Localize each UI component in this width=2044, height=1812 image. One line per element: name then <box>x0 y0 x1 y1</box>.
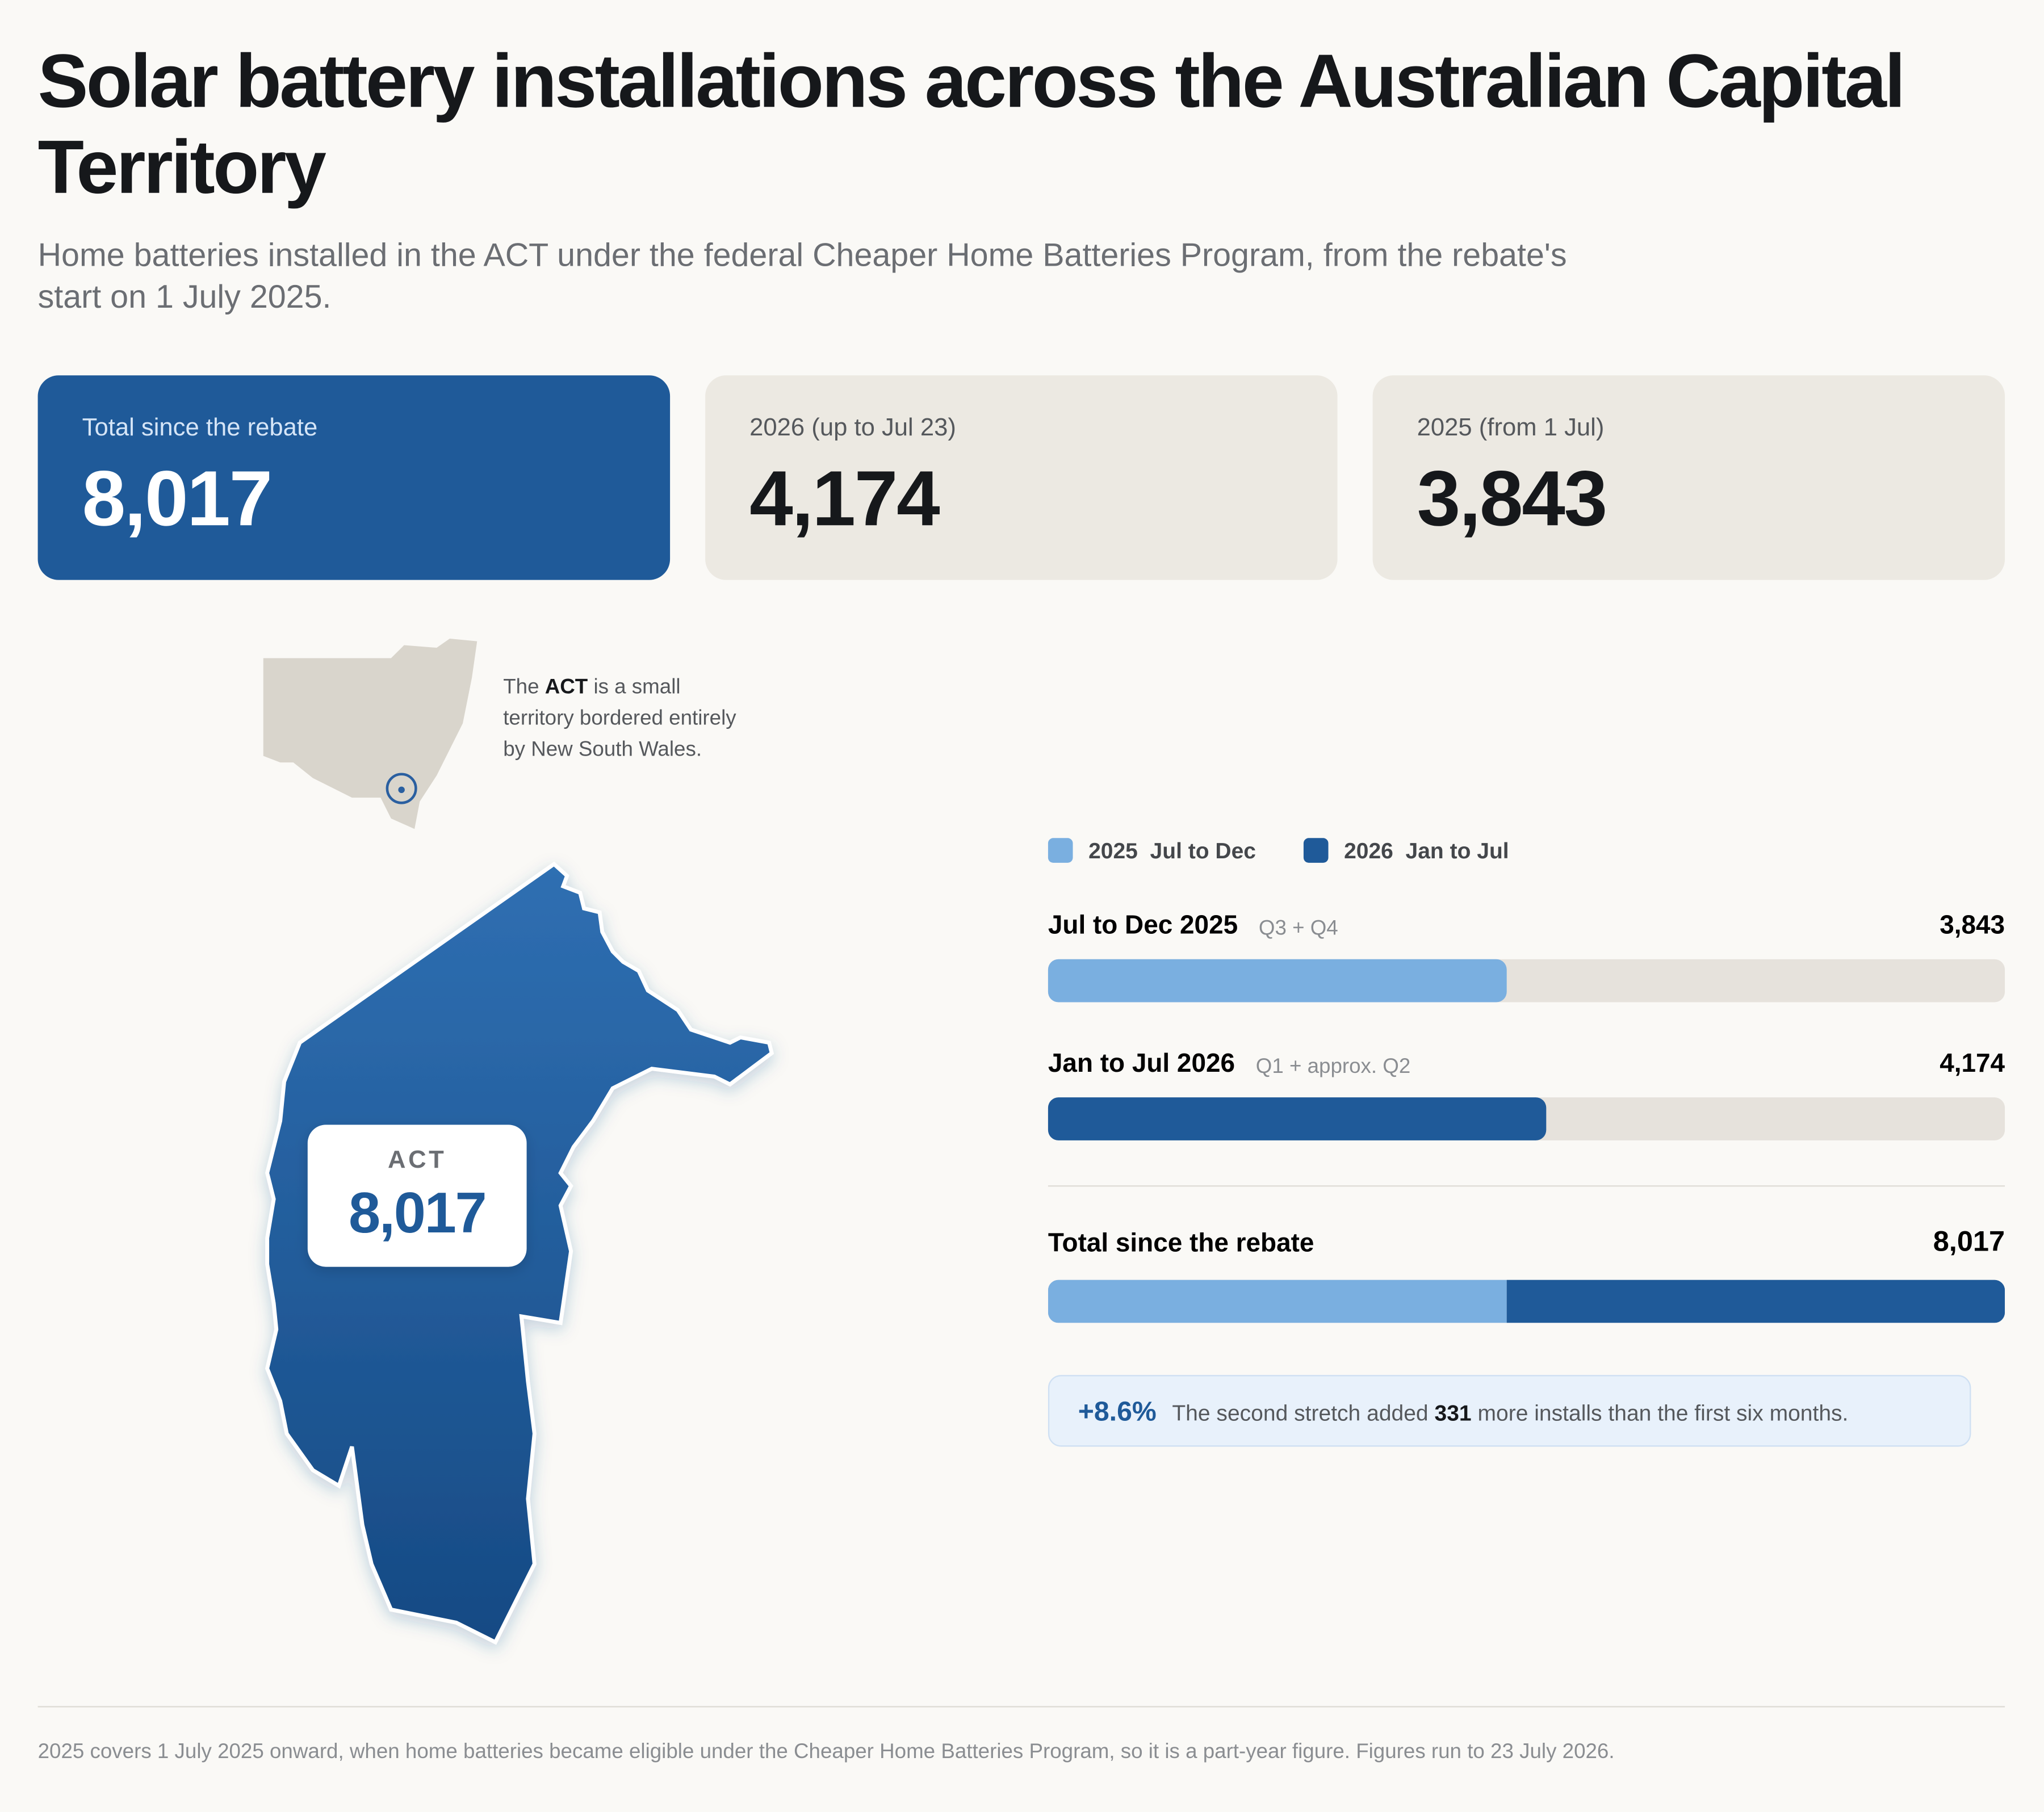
subtitle: Home batteries installed in the ACT unde… <box>37 237 1567 316</box>
stat-card: 2025 (from 1 Jul) 3,843 <box>1372 375 2005 580</box>
total-segment <box>1048 1280 1507 1323</box>
category-label: Jan to Jul 2026 <box>1048 1048 1235 1077</box>
callout-text: more installs than the first six months. <box>1471 1401 1849 1426</box>
category-note: Q1 + approx. Q2 <box>1256 1054 1411 1077</box>
callout-emphasis: 331 <box>1434 1401 1472 1426</box>
note-text: is a small territory bordered entirely b… <box>503 676 736 761</box>
bar <box>1048 1097 1547 1140</box>
region-value: 8,017 <box>349 1181 485 1245</box>
nsw-shape <box>263 638 478 829</box>
value-label: 3,843 <box>1940 910 2005 939</box>
divider <box>37 1706 2005 1708</box>
callout: +8.6% The second stretch added 331 more i… <box>1048 1375 1971 1447</box>
value-label: 4,174 <box>1940 1048 2005 1077</box>
stat-card: Total since the rebate 8,017 <box>37 375 671 580</box>
act-marker <box>386 773 417 804</box>
legend-label: 2026 Jan to Jul <box>1344 839 1509 863</box>
card-value: 8,017 <box>82 455 273 543</box>
region-label-box <box>307 1125 527 1267</box>
map-note: The ACT is a small territory bordered en… <box>503 673 751 766</box>
card-label: Total since the rebate <box>82 414 318 442</box>
total-value-label: 8,017 <box>1933 1225 2005 1257</box>
footnote: 2025 covers 1 July 2025 onward, when hom… <box>37 1741 1615 1764</box>
note-text: The <box>503 676 545 699</box>
total-bar <box>1048 1280 2005 1323</box>
title: Solar battery installations across the A… <box>37 39 1906 210</box>
callout-change: +8.6% <box>1078 1397 1157 1428</box>
note-emphasis: ACT <box>544 676 588 699</box>
card-label: 2025 (from 1 Jul) <box>1417 414 1605 442</box>
legend-label: 2025 Jul to Dec <box>1088 839 1256 863</box>
region-label: ACT <box>388 1146 446 1173</box>
card-label: 2026 (up to Jul 23) <box>749 414 956 442</box>
act-marker-dot <box>398 786 405 794</box>
legend-swatch <box>1048 838 1073 863</box>
total-segment <box>1506 1280 2005 1323</box>
card-value: 3,843 <box>1417 455 1608 543</box>
legend-swatch <box>1303 838 1329 863</box>
stat-card: 2026 (up to Jul 23) 4,174 <box>705 375 1338 580</box>
category-label: Jul to Dec 2025 <box>1048 910 1238 939</box>
total-label: Total since the rebate <box>1048 1228 1314 1257</box>
bar <box>1048 959 1507 1003</box>
category-note: Q3 + Q4 <box>1259 916 1338 939</box>
callout-text: The second stretch added <box>1172 1401 1435 1426</box>
card-value: 4,174 <box>749 455 940 543</box>
